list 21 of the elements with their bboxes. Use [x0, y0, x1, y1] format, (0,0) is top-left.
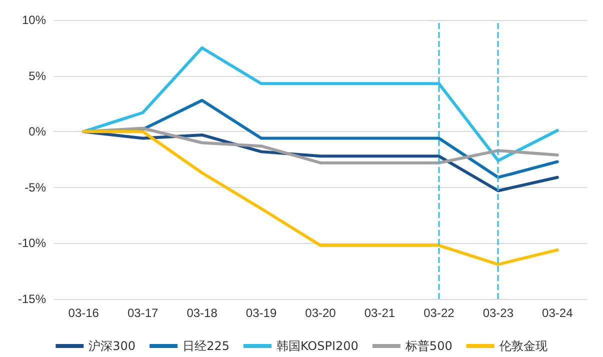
- legend-label: 韩国KOSPI200: [276, 339, 358, 353]
- y-tick-label: 0%: [28, 124, 46, 139]
- legend-label: 标普500: [404, 339, 452, 353]
- x-tick-label: 03-23: [482, 306, 514, 320]
- x-tick-label: 03-16: [68, 306, 100, 320]
- x-tick-label: 03-24: [542, 306, 574, 320]
- legend-label: 伦敦金现: [499, 339, 548, 353]
- line-series: [82, 130, 559, 266]
- y-tick-label: -5%: [24, 180, 46, 194]
- y-tick-label: 10%: [22, 13, 46, 27]
- x-tick-label: 03-22: [424, 306, 455, 320]
- x-tick-label: 03-17: [127, 306, 158, 320]
- x-tick-label: 03-20: [305, 306, 336, 320]
- legend-label: 日经225: [182, 339, 230, 353]
- y-tick-label: -15%: [18, 292, 46, 306]
- y-tick-label: 5%: [28, 68, 46, 83]
- y-tick-label: -10%: [18, 236, 46, 250]
- x-tick-label: 03-21: [364, 306, 396, 320]
- legend-label: 沪深300: [88, 339, 136, 353]
- x-tick-label: 03-18: [186, 306, 218, 320]
- x-tick-label: 03-19: [246, 306, 277, 320]
